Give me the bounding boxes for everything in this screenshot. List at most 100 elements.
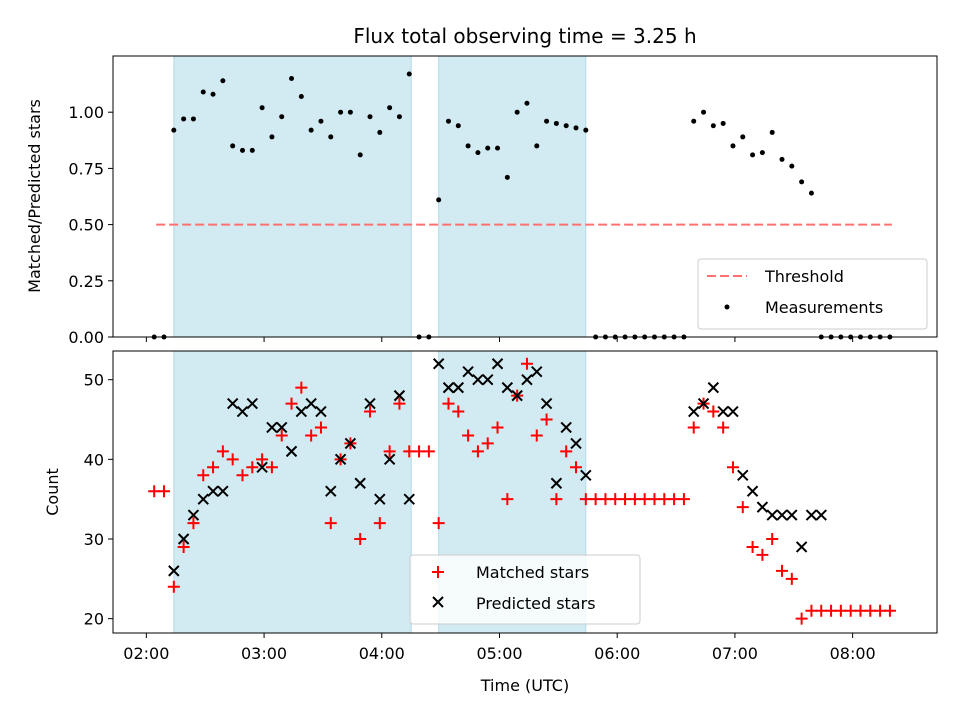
predicted-star-point <box>325 485 337 497</box>
measurement-point <box>710 123 716 129</box>
measurement-point <box>475 150 481 156</box>
matched-star-point <box>158 485 171 498</box>
ratio-panel-frame <box>112 55 938 338</box>
measurement-point <box>289 75 295 81</box>
predicted-star-point <box>285 445 298 458</box>
measurement-point <box>318 118 324 124</box>
measurement-point <box>171 127 177 133</box>
matched-star-point <box>422 445 435 458</box>
predicted-star-point <box>570 437 582 450</box>
matched-star-point <box>883 604 896 617</box>
measurement-point <box>485 145 491 151</box>
measurement-point <box>259 105 265 111</box>
matched-star-point <box>452 405 465 418</box>
measurement-point <box>524 100 530 106</box>
measurement-point <box>249 147 255 153</box>
predicted-star-point <box>766 509 778 521</box>
matched-star-point <box>795 612 808 625</box>
predicted-star-point <box>805 509 818 521</box>
matched-star-point <box>530 429 543 442</box>
legend-label-threshold: Threshold <box>764 267 844 286</box>
predicted-star-point <box>256 461 268 474</box>
matched-star-point <box>520 357 533 370</box>
legend-label-measurements: Measurements <box>765 298 883 317</box>
measurement-point <box>514 109 520 115</box>
x-tick-label: 08:00 <box>830 644 876 663</box>
measurement-point <box>387 105 393 111</box>
predicted-star-point <box>266 421 278 434</box>
matched-star-point <box>187 517 200 530</box>
predicted-star-point <box>276 421 288 434</box>
observing-window-shading <box>173 55 587 338</box>
measurement-point <box>759 150 765 156</box>
matched-star-point <box>501 493 514 506</box>
measurement-point <box>298 93 304 99</box>
matched-star-point <box>432 517 445 530</box>
predicted-star-point <box>305 397 317 410</box>
predicted-star-point <box>374 493 386 505</box>
predicted-star-point <box>550 477 563 489</box>
y-tick-label: 0.75 <box>68 159 104 178</box>
predicted-star-point <box>786 509 798 521</box>
predicted-star-point <box>737 469 749 481</box>
matched-star-point <box>717 421 730 434</box>
matched-star-point <box>491 421 504 434</box>
predicted-star-point <box>187 509 200 521</box>
matched-star-point <box>275 429 288 442</box>
measurement-point <box>338 109 344 115</box>
legend-measurement-swatch <box>724 304 730 310</box>
predicted-star-point <box>746 485 759 497</box>
matched-star-point <box>246 461 259 474</box>
measurement-point <box>269 134 275 140</box>
measurement-point <box>328 134 334 140</box>
matched-star-point <box>177 540 190 553</box>
predicted-star-point <box>207 485 219 497</box>
matched-star-point <box>324 517 337 530</box>
predicted-star-point <box>315 405 327 418</box>
predicted-star-point <box>697 397 710 410</box>
predicted-star-point <box>462 366 474 378</box>
measurement-point <box>436 197 442 203</box>
matched-star-points <box>148 357 896 625</box>
predicted-star-point <box>344 437 357 450</box>
matched-star-point <box>756 548 769 561</box>
measurement-point <box>308 127 314 133</box>
predicted-star-point <box>403 493 415 505</box>
predicted-star-point <box>501 381 514 394</box>
predicted-star-point <box>217 485 229 497</box>
predicted-star-point <box>521 373 533 386</box>
x-axis-ticks: 02:00 03:00 04:00 05:00 06:00 07:00 08:00 <box>123 633 876 663</box>
predicted-star-point <box>168 565 180 577</box>
measurement-point <box>573 125 579 131</box>
y-axis-ticks: 0.00 0.25 0.50 0.75 1.00 <box>68 103 113 347</box>
predicted-star-point <box>776 509 788 521</box>
legend-frame <box>697 258 928 330</box>
y-axis-label: Matched/Predicted stars <box>25 99 44 293</box>
matched-star-point <box>785 572 798 585</box>
predicted-star-point <box>756 501 769 513</box>
measurement-point <box>210 91 216 97</box>
y-axis-label: Count <box>43 468 62 516</box>
shaded-interval <box>173 55 412 338</box>
measurement-point <box>445 118 451 124</box>
measurement-point <box>544 118 550 124</box>
measurement-point <box>396 114 402 120</box>
matched-star-point <box>295 381 308 394</box>
matched-star-point <box>314 421 327 434</box>
predicted-star-point <box>727 405 739 418</box>
matched-star-point <box>373 517 386 530</box>
legend: Threshold Measurements <box>697 258 928 330</box>
matched-star-point <box>207 461 220 474</box>
predicted-star-point <box>540 397 553 410</box>
measurement-point <box>239 147 245 153</box>
predicted-star-point <box>795 541 808 553</box>
measurement-point <box>230 143 236 149</box>
predicted-star-point <box>491 358 504 370</box>
measurement-point <box>377 129 383 135</box>
predicted-star-point <box>688 405 700 418</box>
measurement-point <box>563 123 569 129</box>
legend: Matched stars Predicted stars <box>409 554 641 625</box>
matched-star-point <box>354 533 367 545</box>
y-tick-label: 0.50 <box>68 216 104 235</box>
matched-star-point <box>540 413 553 426</box>
